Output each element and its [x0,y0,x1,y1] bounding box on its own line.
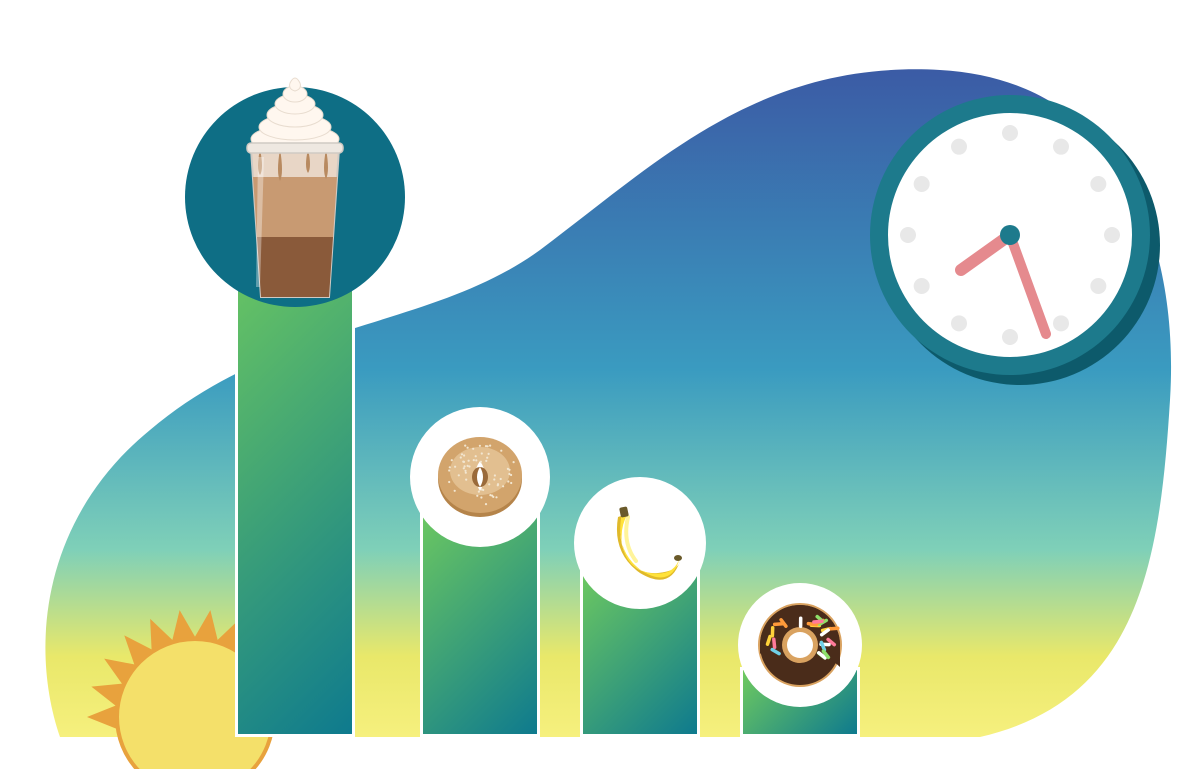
banana-circle [574,477,706,609]
donut-icon [750,595,850,695]
bagel-icon [430,427,530,527]
clock-icon [840,65,1180,405]
banana-icon [592,495,688,591]
infographic-stage [0,0,1200,769]
frappuccino-icon [230,77,360,307]
bagel-circle [410,407,550,547]
frappuccino-circle [185,87,405,307]
donut-circle [738,583,862,707]
